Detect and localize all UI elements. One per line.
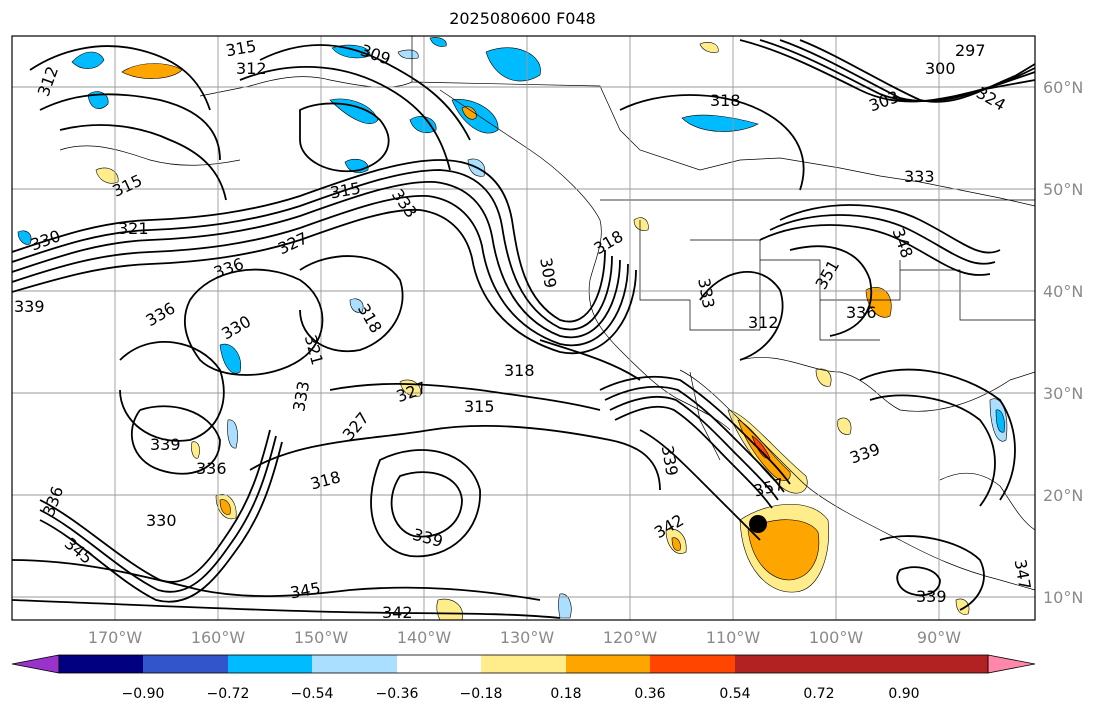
contour-label: 318 [590, 227, 626, 259]
graticule [12, 36, 1035, 620]
colorbar-label: 0.18 [550, 686, 581, 702]
contour-label: 297 [955, 41, 986, 60]
colorbar-outline [58, 654, 989, 674]
contour-label: 336 [196, 459, 227, 478]
contour-label: 312 [34, 64, 62, 99]
contour-label: 312 [236, 59, 267, 78]
contour-label: 327 [275, 228, 311, 258]
contour-label: 357 [752, 474, 786, 500]
contour-label: 336 [846, 303, 877, 322]
contour-label: 315 [224, 36, 257, 60]
map-frame [11, 35, 1036, 621]
colorbar-label: −0.72 [207, 686, 250, 702]
contour-label: 324 [973, 83, 1009, 115]
contour-label: 339 [916, 587, 947, 606]
lon-tick-label: 140°W [397, 628, 452, 647]
lon-tick-label: 90°W [917, 628, 961, 647]
colorbar-label: 0.72 [803, 686, 834, 702]
colorbar-segment [397, 655, 481, 673]
contour-label: 351 [811, 257, 843, 293]
contour-label: 318 [710, 91, 741, 110]
lat-tick-label: 10°N [1043, 588, 1083, 607]
latitude-axis: 60°N 50°N 40°N 30°N 20°N 10°N [1043, 78, 1083, 607]
colorbar-label: −0.36 [376, 686, 419, 702]
colorbar-segment [11, 654, 60, 674]
contour-label: 339 [411, 525, 445, 551]
contour-label: 333 [904, 167, 935, 186]
contour-label: 318 [308, 467, 342, 493]
contour-label: 345 [289, 578, 322, 602]
colorbar-segment [819, 655, 988, 673]
contour-label: 339 [150, 435, 181, 454]
contour-label: 303 [866, 87, 901, 115]
lat-tick-label: 30°N [1043, 384, 1083, 403]
contour-label: 321 [301, 333, 327, 367]
contour-label: 347 [1011, 558, 1035, 591]
lat-tick-label: 40°N [1043, 282, 1083, 301]
lat-tick-label: 60°N [1043, 78, 1083, 97]
colorbar-label: −0.54 [291, 686, 334, 702]
lon-tick-label: 170°W [88, 628, 143, 647]
contour-label: 321 [118, 219, 149, 238]
contour-label: 330 [28, 226, 63, 254]
colorbar-label: −0.18 [460, 686, 503, 702]
colorbar-segment [650, 655, 735, 673]
lon-tick-label: 100°W [809, 628, 864, 647]
colorbar-label: 0.90 [888, 686, 919, 702]
colorbar-segment [566, 655, 650, 673]
contour-label: 333 [694, 277, 718, 310]
contour-label: 336 [143, 298, 179, 330]
lat-tick-label: 20°N [1043, 486, 1083, 505]
contour-label: 312 [748, 313, 779, 332]
lon-tick-label: 150°W [294, 628, 349, 647]
lon-tick-label: 160°W [191, 628, 246, 647]
colorbar-segment [59, 655, 143, 673]
contour-label: 339 [14, 297, 45, 316]
contour-label: 330 [146, 511, 177, 530]
contour-labels: 312 315 312 309 297 300 303 324 318 315 … [14, 36, 1035, 622]
contour-label: 318 [504, 361, 535, 380]
colorbar-label: −0.90 [122, 686, 165, 702]
colorbar-segment [228, 655, 312, 673]
contour-label: 309 [536, 256, 560, 289]
map-title: 2025080600 F048 [449, 9, 596, 28]
contour-label: 309 [358, 40, 393, 68]
contour-label: 330 [218, 312, 254, 344]
colorbar-label: 0.36 [634, 686, 665, 702]
contour-label: 339 [847, 439, 882, 467]
lon-tick-label: 130°W [500, 628, 555, 647]
colorbar: −0.90 −0.72 −0.54 −0.36 −0.18 0.18 0.36 … [11, 654, 1036, 702]
colorbar-label: 0.54 [719, 686, 750, 702]
lon-tick-label: 120°W [603, 628, 658, 647]
contour-label: 342 [382, 603, 413, 622]
colorbar-segment [481, 655, 566, 673]
storm-center-marker [749, 515, 767, 533]
colorbar-segment [143, 655, 228, 673]
contour-label: 333 [388, 186, 421, 222]
contour-label: 315 [329, 178, 362, 202]
shaded-fields [17, 37, 1008, 621]
longitude-axis: 170°W 160°W 150°W 140°W 130°W 120°W 110°… [88, 628, 961, 647]
colorbar-segment [987, 654, 1036, 674]
colorbar-segment [735, 655, 819, 673]
theta-contours [11, 39, 1036, 619]
contour-label: 315 [464, 397, 495, 416]
contour-label: 333 [289, 380, 313, 413]
colorbar-segment [312, 655, 397, 673]
lon-tick-label: 110°W [706, 628, 761, 647]
contour-label: 300 [925, 59, 956, 78]
contour-label: 339 [658, 444, 682, 477]
lat-tick-label: 50°N [1043, 180, 1083, 199]
